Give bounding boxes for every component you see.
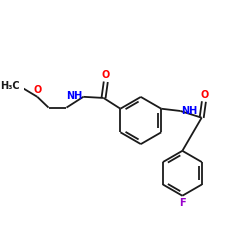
Text: H₃C: H₃C: [0, 81, 20, 91]
Text: O: O: [201, 90, 209, 100]
Text: F: F: [179, 198, 186, 208]
Text: O: O: [102, 70, 110, 80]
Text: O: O: [33, 86, 42, 96]
Text: NH: NH: [182, 106, 198, 116]
Text: NH: NH: [66, 91, 82, 101]
